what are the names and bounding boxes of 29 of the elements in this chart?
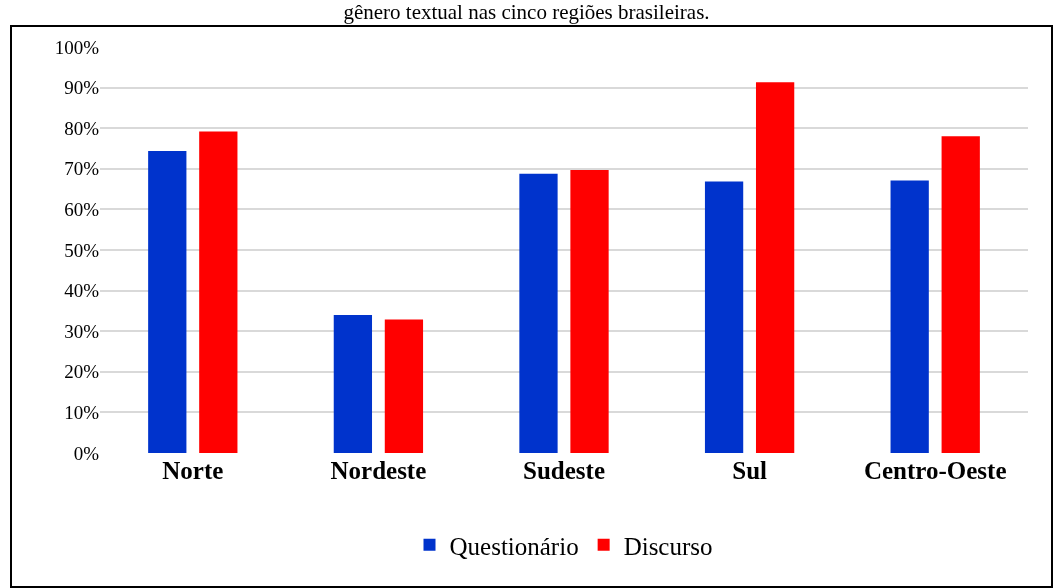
y-tick-label: 100%: [54, 36, 100, 58]
bar: [148, 150, 187, 453]
bar: [755, 82, 795, 453]
bar: [704, 181, 744, 453]
y-tick-label: 10%: [64, 402, 100, 424]
legend-label: Discurso: [623, 532, 713, 560]
legend-label: Questionário: [449, 532, 579, 560]
y-tick-label: 60%: [64, 199, 100, 221]
y-tick-label: 30%: [64, 320, 100, 342]
y-tick-label: 80%: [64, 117, 100, 139]
x-tick-label: Centro-Oeste: [863, 457, 1007, 484]
x-tick-label: Sudeste: [523, 457, 605, 484]
bar: [890, 180, 929, 453]
y-tick-label: 40%: [64, 280, 100, 302]
y-tick-label: 70%: [64, 158, 100, 180]
bar: [333, 314, 373, 453]
bar: [570, 170, 609, 453]
chart-title: gênero textual nas cinco regiões brasileiras.: [342, 0, 711, 24]
y-tick-label: 90%: [64, 77, 100, 99]
y-tick-label: 0%: [73, 442, 100, 464]
bar: [384, 319, 424, 453]
x-tick-label: Nordeste: [330, 457, 427, 484]
y-tick-label: 20%: [64, 361, 100, 383]
bar: [199, 131, 238, 453]
bar: [941, 136, 980, 453]
x-tick-label: Sul: [732, 457, 768, 484]
x-tick-label: Norte: [162, 457, 224, 484]
bar: [519, 173, 558, 453]
y-tick-label: 50%: [64, 239, 100, 261]
